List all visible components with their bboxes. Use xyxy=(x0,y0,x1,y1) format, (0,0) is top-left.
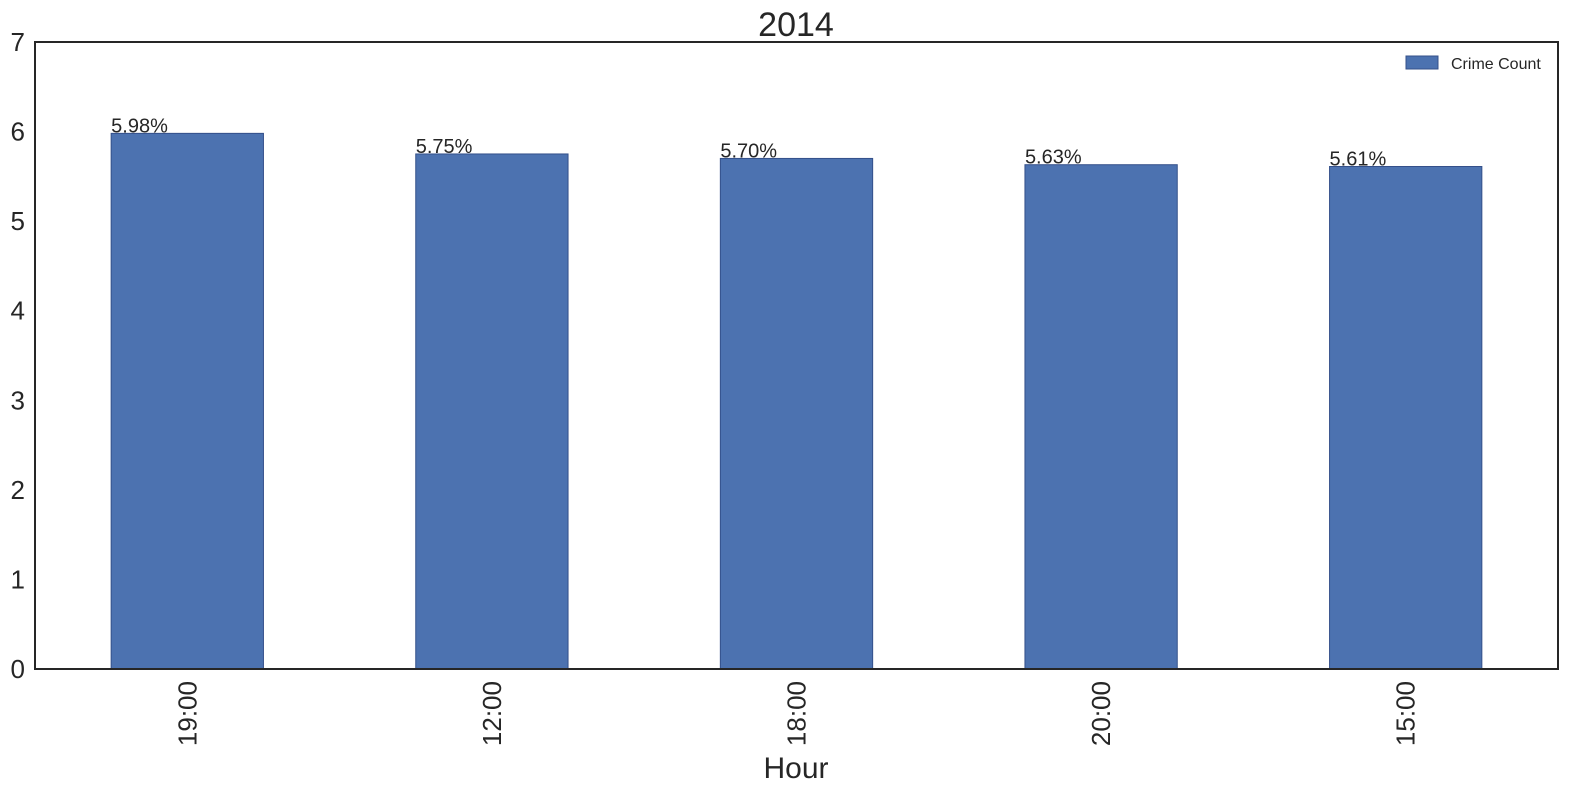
data-label: 5.75% xyxy=(416,136,473,158)
x-tick-label: 19:00 xyxy=(172,681,202,746)
legend-label: Crime Count xyxy=(1451,56,1541,73)
data-label: 5.70% xyxy=(720,140,777,162)
bars-layer xyxy=(110,132,1483,670)
y-tick-label: 4 xyxy=(11,296,25,326)
x-tick-label: 20:00 xyxy=(1086,681,1116,746)
legend: Crime Count xyxy=(1405,55,1541,73)
data-label: 5.63% xyxy=(1025,147,1082,169)
y-tick-label: 6 xyxy=(11,117,25,147)
plot-area-frame xyxy=(34,41,1559,670)
y-tick-label: 2 xyxy=(11,475,25,505)
bar-1800 xyxy=(719,157,874,670)
bar-2000 xyxy=(1024,164,1178,670)
x-axis-label: Hour xyxy=(763,752,828,785)
x-tick-label: 18:00 xyxy=(782,681,812,746)
data-label: 5.61% xyxy=(1330,149,1387,171)
bar-1500 xyxy=(1329,166,1483,670)
x-tick-label: 15:00 xyxy=(1391,681,1421,746)
y-tick-label: 7 xyxy=(11,27,25,57)
x-axis-ticks: 19:00 12:00 18:00 20:00 15:00 xyxy=(172,681,1420,746)
y-tick-label: 0 xyxy=(11,654,25,684)
chart-title: 2014 xyxy=(758,6,834,44)
x-tick-label: 12:00 xyxy=(477,681,507,746)
bar-1200 xyxy=(415,153,569,670)
y-axis-ticks: 0 1 2 3 4 5 6 7 xyxy=(11,27,25,684)
y-tick-label: 5 xyxy=(11,206,25,236)
legend-swatch xyxy=(1405,55,1439,70)
bar-1900 xyxy=(110,132,264,670)
y-tick-label: 1 xyxy=(11,564,25,594)
data-labels-layer: 5.98% 5.75% 5.70% 5.63% 5.61% xyxy=(111,115,1386,170)
data-label: 5.98% xyxy=(111,115,168,137)
y-tick-label: 3 xyxy=(11,385,25,415)
